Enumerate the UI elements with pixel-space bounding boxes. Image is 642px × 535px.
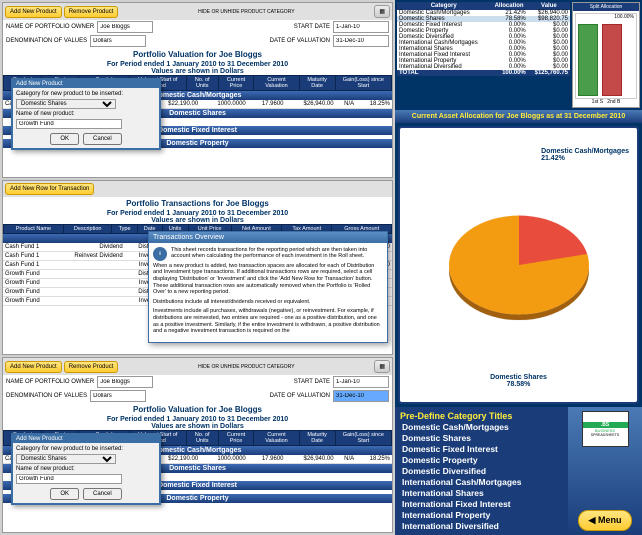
category-item[interactable]: Domestic Fixed Interest: [400, 444, 563, 455]
transactions-panel: Add New Row for Transaction Portfolio Tr…: [2, 180, 393, 356]
dialog-ok-button[interactable]: OK: [50, 133, 79, 145]
denom-input[interactable]: [90, 35, 146, 47]
hide-label-2: HIDE OR UNHIDE PRODUCT CATEGORY: [120, 364, 372, 370]
add-product-dialog-2: Add New Product Category for new product…: [11, 433, 161, 505]
start-input[interactable]: [333, 21, 389, 33]
category-item[interactable]: Domestic Shares: [400, 433, 563, 444]
menu-button[interactable]: ◀ Menu: [578, 510, 633, 531]
category-list: Pre-Define Category Titles Domestic Cash…: [395, 407, 568, 535]
dialog-name-input[interactable]: [16, 119, 122, 129]
brand-logo: .BS BUSINESS SPREADSHEETS: [582, 411, 629, 447]
owner-label: NAME OF PORTFOLIO OWNER: [6, 24, 94, 30]
valuation-panel-2: Add New Product Remove Product HIDE OR U…: [2, 357, 393, 533]
dialog-cat-select[interactable]: Domestic Shares: [16, 99, 116, 109]
info-icon: i: [153, 247, 167, 261]
info-p3: Distributions include all interest/divid…: [153, 299, 383, 306]
add-new-product-button-2[interactable]: Add New Product: [5, 361, 62, 373]
category-item[interactable]: Domestic Property: [400, 455, 563, 466]
remove-product-button-2[interactable]: Remove Product: [64, 361, 119, 373]
trans-currency: Values are shown in Dollars: [3, 217, 392, 224]
add-row-button[interactable]: Add New Row for Transaction: [5, 183, 94, 195]
info-p1: This sheet records transactions for the …: [153, 247, 383, 260]
allocation-table: CategoryAllocationValue Domestic Cash/Mo…: [397, 2, 570, 76]
pie-chart: [449, 216, 589, 315]
dialog-title: Add New Product: [13, 80, 159, 88]
dialog-name-label: Name of new product:: [16, 111, 156, 117]
trans-period: For Period ended 1 January 2010 to 31 De…: [3, 210, 392, 217]
bar-2: [602, 24, 622, 96]
category-item[interactable]: International Property: [400, 510, 563, 521]
bar-1: [578, 24, 598, 96]
hide-label: HIDE OR UNHIDE PRODUCT CATEGORY: [120, 9, 372, 15]
add-product-dialog: Add New Product Category for new product…: [11, 78, 161, 150]
valuation-title: Portfolio Valuation for Joe Bloggs: [3, 48, 392, 61]
category-item[interactable]: International Diversified: [400, 521, 563, 532]
start-label: START DATE: [294, 24, 330, 30]
trans-title: Portfolio Transactions for Joe Bloggs: [3, 197, 392, 210]
info-p4: Investments include all purchases, withd…: [153, 308, 383, 334]
category-item[interactable]: Domestic Diversified: [400, 466, 563, 477]
bar3d-chart: Split Allocation 100.00% 1st S 2nd B: [572, 2, 640, 108]
logo-icon: ▦: [374, 5, 390, 18]
logo-icon-2: ▦: [374, 360, 390, 373]
pie-chart-area: Domestic Cash/Mortgages21.42% Domestic S…: [398, 126, 639, 404]
valuation-panel-1: Add New Product Remove Product HIDE OR U…: [2, 2, 393, 178]
valdate-label: DATE OF VALUATION: [270, 38, 330, 44]
category-item[interactable]: Domestic Cash/Mortgages: [400, 422, 563, 433]
add-new-product-button[interactable]: Add New Product: [5, 6, 62, 18]
cat-list-title: Pre-Define Category Titles: [398, 410, 565, 421]
category-item[interactable]: International Fixed Interest: [400, 499, 563, 510]
info-p2: When a new product is added, two transac…: [153, 263, 383, 296]
dialog-cancel-button[interactable]: Cancel: [83, 133, 122, 145]
valuation-currency: Values are shown in Dollars: [3, 68, 392, 75]
valuation-period: For Period ended 1 January 2010 to 31 De…: [3, 61, 392, 68]
dialog-cat-label: Category for new product to be inserted:: [16, 91, 156, 97]
info-dialog: Transactions Overview i This sheet recor…: [148, 231, 388, 343]
allocation-banner: Current Asset Allocation for Joe Bloggs …: [395, 110, 642, 123]
valdate-input[interactable]: [333, 35, 389, 47]
category-item[interactable]: International Cash/Mortgages: [400, 477, 563, 488]
remove-product-button[interactable]: Remove Product: [64, 6, 119, 18]
denom-label: DENOMINATION OF VALUES: [6, 38, 87, 44]
owner-input[interactable]: [97, 21, 153, 33]
info-title: Transactions Overview: [149, 232, 387, 243]
category-item[interactable]: International Shares: [400, 488, 563, 499]
